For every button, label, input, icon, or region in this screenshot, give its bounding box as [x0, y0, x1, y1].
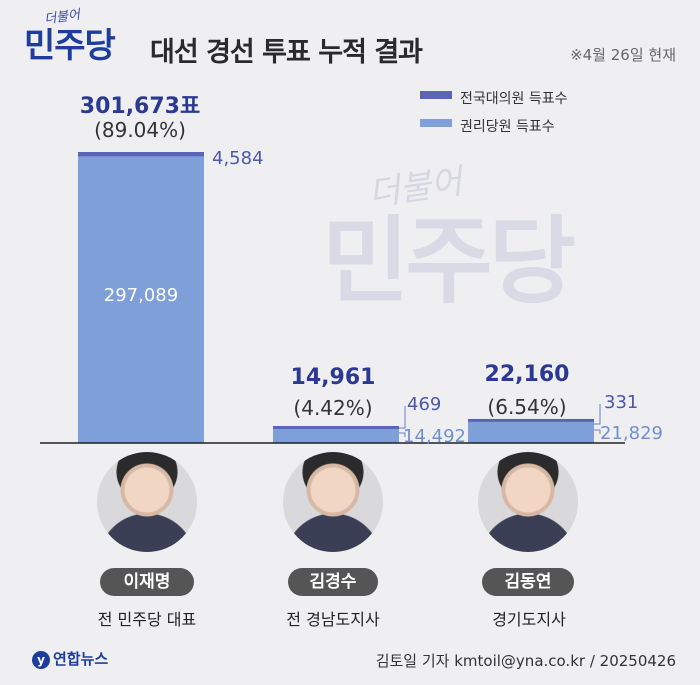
party-logo: 민주당: [24, 26, 116, 66]
bar-total-1: 14,961: [290, 365, 376, 390]
legend-swatch-delegates: [420, 91, 452, 99]
candidate-role-0: 전 민주당 대표: [97, 610, 197, 629]
legend-item-delegates: 전국대의원 득표수: [420, 88, 568, 108]
footer-credit: 김토일 기자 kmtoil@yna.co.kr / 20250426: [375, 652, 676, 670]
bar-percent-1: (4.42%): [293, 396, 373, 420]
date-note: ※4월 26일 현재: [570, 46, 676, 64]
bar-members-0: [78, 156, 204, 443]
leader-line-2: [594, 404, 601, 425]
delegate-label-2: 331: [604, 392, 639, 413]
leader-line-0: [399, 406, 406, 429]
bar-total-0: 301,673표: [79, 94, 201, 119]
footer-logo-text: 연합뉴스: [53, 650, 109, 668]
bar-percent-2: (6.54%): [487, 395, 567, 419]
chart-svg: [40, 152, 625, 444]
watermark-logo: 민주당: [322, 207, 576, 317]
delegate-label-0: 4,584: [212, 148, 264, 169]
candidate-name-2: 김동연: [482, 568, 574, 596]
page-title: 대선 경선 투표 누적 결과: [150, 37, 423, 68]
legend-label-delegates: 전국대의원 득표수: [460, 91, 568, 107]
candidate-role-2: 경기도지사: [492, 610, 566, 629]
candidate-name-0: 이재명: [100, 568, 194, 596]
candidate-name-1: 김경수: [288, 568, 378, 596]
bar-delegates-1: [273, 426, 399, 429]
member-label-2: 21,829: [600, 423, 663, 444]
member-label-0: 297,089: [103, 285, 179, 306]
bar-members-1: [273, 429, 399, 443]
bar-total-2: 22,160: [484, 362, 570, 387]
bar-percent-0: (89.04%): [94, 118, 186, 142]
yonhap-logo-icon: y: [32, 650, 50, 669]
candidate-role-1: 전 경남도지사: [286, 610, 380, 629]
legend-swatch-members: [420, 119, 452, 127]
legend-item-members: 권리당원 득표수: [420, 116, 555, 136]
legend-label-members: 권리당원 득표수: [460, 119, 555, 135]
candidate-photo-2: [478, 452, 578, 552]
leader-line-1: [399, 432, 406, 437]
leader-line-3: [594, 429, 601, 434]
bar-delegates-0: [78, 152, 204, 157]
delegate-label-1: 469: [407, 394, 442, 415]
footer-logo: y 연합뉴스: [32, 648, 108, 669]
candidate-photo-1: [283, 452, 383, 552]
member-label-1: 14,492: [403, 426, 466, 447]
bar-delegates-2: [468, 418, 594, 422]
candidate-photo-0: [97, 452, 197, 552]
bar-members-2: [468, 421, 594, 443]
